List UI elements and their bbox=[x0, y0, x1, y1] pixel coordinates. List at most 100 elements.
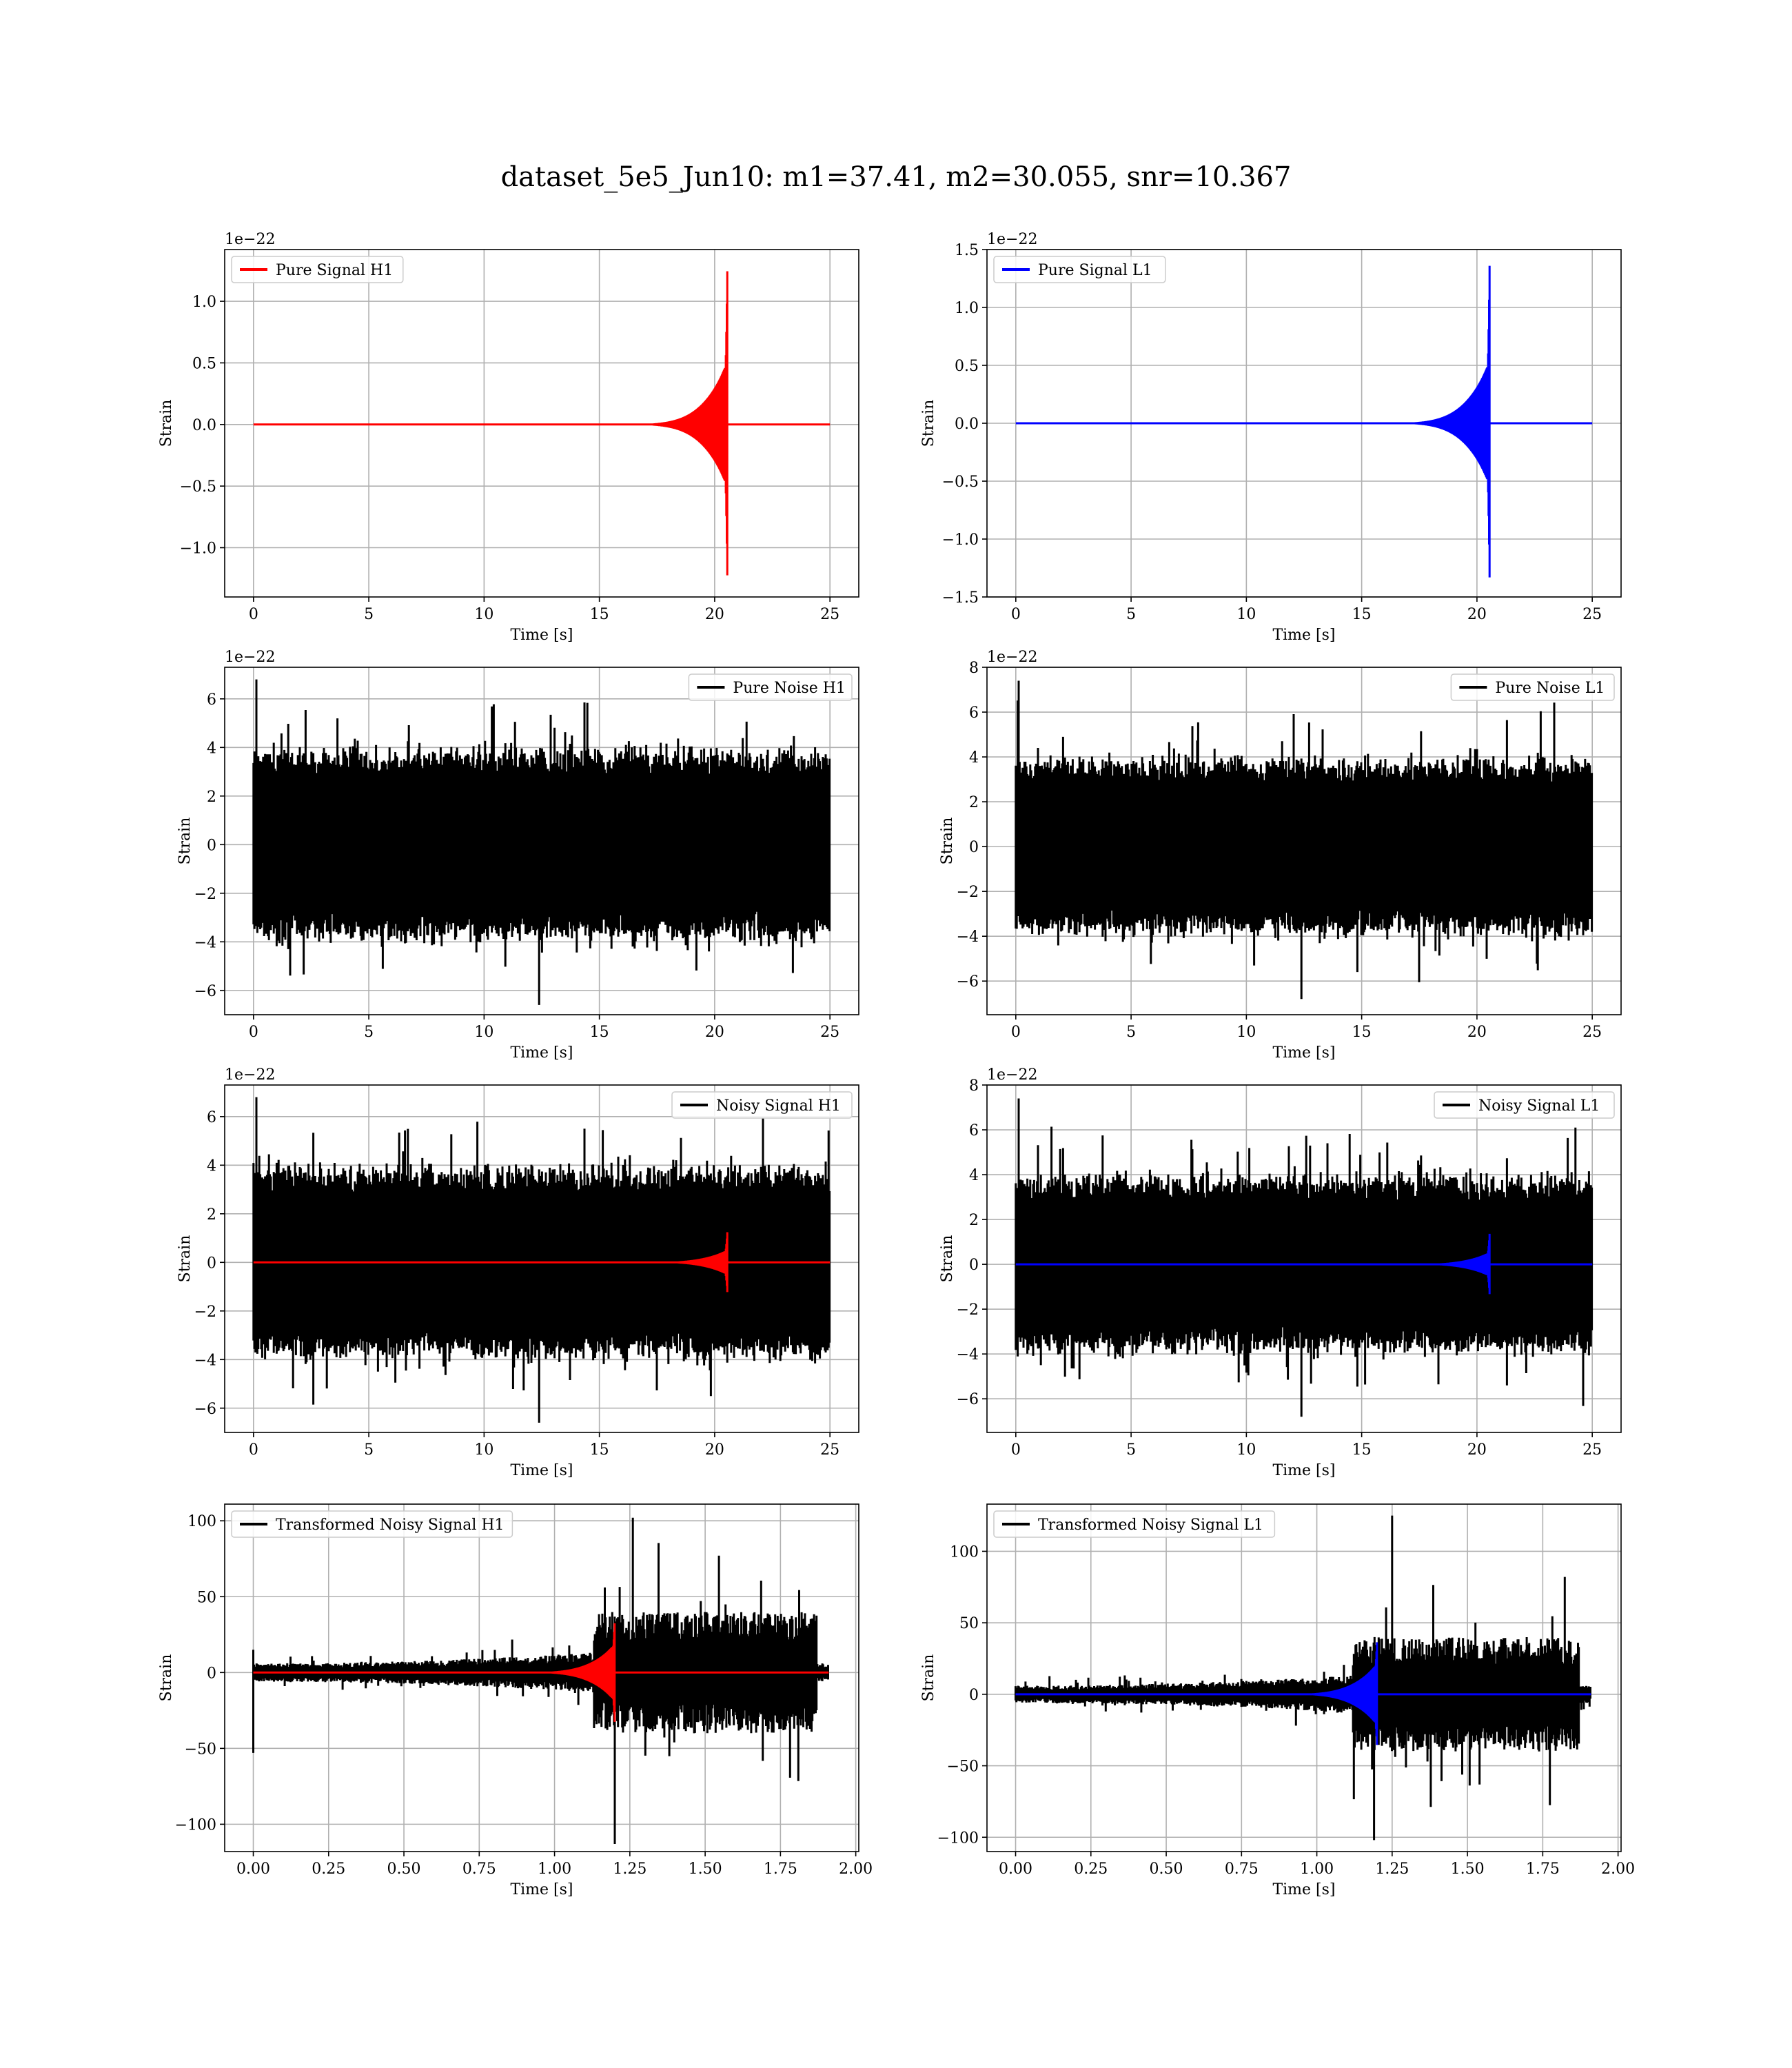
legend-box bbox=[688, 673, 853, 701]
y-tick-label: −4 bbox=[194, 934, 216, 951]
x-tick-label: 0.00 bbox=[999, 1861, 1032, 1878]
x-axis-label: Time [s] bbox=[1272, 1044, 1335, 1062]
series-layer bbox=[1015, 265, 1593, 578]
x-tick-label: 0.25 bbox=[1074, 1861, 1108, 1878]
x-tick-label: 5 bbox=[364, 606, 374, 623]
x-tick-label: 10 bbox=[1236, 1441, 1256, 1459]
x-tick-label: 20 bbox=[705, 606, 724, 623]
series-pure-noise-l1 bbox=[1015, 680, 1594, 1000]
y-tick-label: −6 bbox=[194, 983, 216, 1000]
y-tick-label: 0 bbox=[207, 837, 216, 854]
x-tick-label: 1.50 bbox=[1451, 1861, 1485, 1878]
y-tick-label: −2 bbox=[957, 1301, 979, 1319]
series-pure-signal-l1 bbox=[1015, 265, 1593, 578]
subplot-pure-noise-l1: 0 5 10 15 20 25 −6 −4 −2 0 2 4 6 8 Time [s] Strain 1e−22… bbox=[939, 649, 1622, 1062]
axes-frame bbox=[224, 667, 859, 1015]
subplot-pure-noise-h1: 0 5 10 15 20 25 −6 −4 −2 0 2 4 6 Time [s] Strain 1e−22 P… bbox=[176, 649, 859, 1062]
x-tick-label: 0 bbox=[1011, 1024, 1021, 1041]
series-layer bbox=[252, 1517, 829, 1844]
series-pure-signal-h1 bbox=[253, 271, 831, 576]
legend-box bbox=[671, 1091, 853, 1119]
x-tick-label: 10 bbox=[474, 1441, 493, 1459]
legend: Noisy Signal L1 bbox=[1434, 1091, 1615, 1119]
legend-box bbox=[231, 1510, 513, 1538]
axes-frame bbox=[224, 249, 859, 598]
y-tick-label: −100 bbox=[937, 1829, 979, 1847]
y-tick-label: 1.0 bbox=[955, 300, 979, 317]
y-axis-label: Strain bbox=[939, 818, 956, 865]
x-tick-label: 20 bbox=[1467, 606, 1487, 623]
legend: Noisy Signal H1 bbox=[671, 1091, 853, 1119]
x-tick-label: 0 bbox=[249, 606, 258, 623]
axes-frame bbox=[224, 1503, 859, 1852]
x-tick-label: 10 bbox=[1236, 1024, 1256, 1041]
y-axis-label: Strain bbox=[920, 400, 937, 447]
x-tick-label: 2.00 bbox=[1601, 1861, 1635, 1878]
x-axis-label: Time [s] bbox=[1272, 1881, 1335, 1898]
y-tick-label: 4 bbox=[207, 740, 216, 757]
series-injected-signal bbox=[253, 1232, 831, 1292]
axes-frame bbox=[986, 249, 1622, 598]
x-tick-label: 20 bbox=[705, 1024, 724, 1041]
y-tick-label: −1.0 bbox=[942, 531, 979, 549]
legend: Transformed Noisy Signal H1 bbox=[231, 1510, 513, 1538]
series-pure-noise-h1 bbox=[252, 679, 831, 1005]
x-tick-label: 0 bbox=[1011, 1441, 1021, 1459]
series-injected-signal bbox=[253, 1623, 829, 1722]
y-offset-label: 1e−22 bbox=[225, 649, 275, 666]
series-layer bbox=[252, 679, 831, 1005]
y-tick-label: 2 bbox=[207, 789, 216, 806]
x-tick-label: 1.00 bbox=[538, 1861, 571, 1878]
x-tick-label: 0.50 bbox=[1150, 1861, 1183, 1878]
x-tick-label: 0 bbox=[1011, 606, 1021, 623]
x-tick-label: 5 bbox=[364, 1024, 374, 1041]
legend-label: Pure Noise H1 bbox=[733, 680, 846, 697]
legend: Pure Signal L1 bbox=[993, 256, 1166, 283]
y-axis-label: Strain bbox=[158, 1654, 175, 1702]
x-tick-label: 5 bbox=[1126, 1441, 1136, 1459]
x-axis-label: Time [s] bbox=[510, 1881, 573, 1898]
y-tick-label: −0.5 bbox=[942, 474, 979, 491]
legend-label: Transformed Noisy Signal H1 bbox=[276, 1517, 505, 1534]
x-tick-label: 25 bbox=[1582, 606, 1602, 623]
y-tick-label: 6 bbox=[969, 1122, 979, 1139]
y-tick-label: 6 bbox=[207, 691, 216, 709]
y-offset-label: 1e−22 bbox=[225, 1066, 275, 1084]
x-tick-label: 25 bbox=[1582, 1441, 1602, 1459]
x-tick-label: 15 bbox=[590, 1441, 609, 1459]
x-tick-label: 2.00 bbox=[839, 1861, 873, 1878]
x-tick-label: 20 bbox=[1467, 1024, 1487, 1041]
subplot-pure-signal-h1: 0 5 10 15 20 25 −1.0 −0.5 0.0 0.5 1.0 Time [s] Strai… bbox=[158, 231, 859, 644]
x-tick-label: 0.75 bbox=[1225, 1861, 1259, 1878]
y-tick-label: −1.5 bbox=[942, 589, 979, 607]
y-axis-label: Strain bbox=[176, 818, 194, 865]
x-tick-label: 15 bbox=[1352, 1441, 1372, 1459]
x-tick-label: 20 bbox=[1467, 1441, 1487, 1459]
x-tick-label: 0.25 bbox=[312, 1861, 345, 1878]
y-tick-label: 2 bbox=[207, 1206, 216, 1224]
y-tick-label: −0.5 bbox=[180, 478, 216, 496]
subplot-pure-signal-l1: 0 5 10 15 20 25 −1.5 −1.0 −0.5 0.0 0.5 1.0 1.5 Time [… bbox=[920, 231, 1622, 644]
x-tick-label: 15 bbox=[590, 1024, 609, 1041]
x-tick-label: 15 bbox=[1352, 606, 1372, 623]
y-tick-label: 0 bbox=[207, 1255, 216, 1272]
y-tick-label: 0.0 bbox=[955, 416, 979, 433]
legend-box bbox=[993, 1510, 1276, 1538]
legend-label: Noisy Signal H1 bbox=[716, 1097, 841, 1115]
y-tick-label: −6 bbox=[194, 1401, 216, 1418]
legend: Pure Noise L1 bbox=[1450, 673, 1615, 701]
x-tick-label: 20 bbox=[705, 1441, 724, 1459]
x-axis-label: Time [s] bbox=[510, 1044, 573, 1062]
y-tick-label: 8 bbox=[969, 1077, 979, 1095]
y-offset-label: 1e−22 bbox=[225, 231, 275, 248]
axes-frame bbox=[224, 1084, 859, 1433]
legend-label: Pure Signal H1 bbox=[276, 262, 393, 279]
y-tick-label: −4 bbox=[957, 929, 979, 946]
y-tick-label: 4 bbox=[969, 1167, 979, 1184]
y-offset-label: 1e−22 bbox=[987, 1066, 1037, 1084]
x-tick-label: 0.00 bbox=[236, 1861, 270, 1878]
x-axis-label: Time [s] bbox=[510, 1462, 573, 1479]
y-tick-label: 6 bbox=[969, 704, 979, 722]
